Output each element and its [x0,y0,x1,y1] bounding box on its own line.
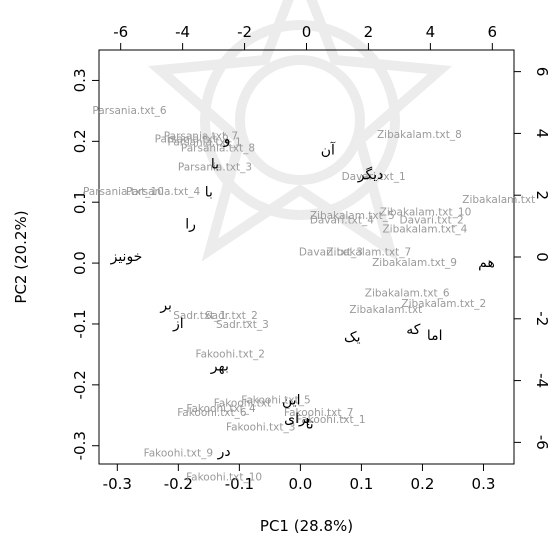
document-label: Parsania.txt_3 [178,162,252,174]
word-label: دیگر [357,166,384,183]
document-label: Fakoohi.txt_1 [296,414,365,426]
document-label: Fakoohi.txt_10 [186,471,262,483]
right-tick-label: 0 [533,252,551,262]
word-label: هم [478,255,495,271]
document-label: Parsania.txt_8 [181,143,255,155]
y-tick-label: 0.2 [71,129,89,153]
x-tick-label: -0.3 [103,475,132,493]
document-label: Fakoohi.txt_5 [241,395,310,407]
document-label: Zibakalam.txt [349,304,422,316]
document-label: Zibakalam.txt_5 [310,210,395,222]
x-tick-label: -0.1 [225,475,254,493]
x-tick-label: -0.2 [164,475,193,493]
word-label: را [185,217,196,233]
top-tick-label: -2 [237,23,252,41]
document-label: Parsania.txt_6 [92,105,167,117]
document-label: Sadr.txt_3 [216,319,269,331]
top-tick-label: 4 [426,23,436,41]
word-label: بهر [210,359,229,375]
word-label: یک [344,329,361,345]
y-axis-title: PC2 (20.2%) [12,210,30,303]
y-tick-label: 0.0 [71,251,89,275]
document-label: Sadr.txt_1 [173,310,226,322]
document-label: Parsania.txt_4 [126,186,201,198]
word-label: آن [321,141,336,158]
document-label: Davari.txt_1 [342,171,406,183]
document-label: Fakoohi.txt_2 [196,348,265,360]
document-label: Fakoohi.txt_4 [186,403,256,415]
right-tick-label: -6 [533,435,551,450]
word-label: این [282,393,300,409]
document-label: Zibakalam.txt_8 [377,129,462,141]
word-label: اما [427,328,443,344]
document-label: Sadr.txt_2 [205,310,258,322]
top-tick-label: 2 [364,23,374,41]
top-tick-label: -4 [175,23,190,41]
top-tick-label: 0 [302,23,312,41]
document-label: Zibakalam.txt_2 [401,298,486,310]
y-tick-label: -0.1 [71,309,89,338]
word-label: تا [305,416,313,432]
word-label: خونیز [110,249,143,265]
document-label: Fakoohi.txt_7 [284,407,353,419]
document-label: Fakoohi.txt_3 [226,421,295,433]
word-label: و [223,131,231,147]
right-tick-label: 2 [533,190,551,200]
document-label: Parsania.txt_7 [164,130,238,142]
document-label: Zibakalam.txt_4 [382,224,467,236]
document-label: Zibakalam.txt [462,194,535,206]
word-label: با [211,156,219,172]
x-tick-label: 0.3 [472,475,496,493]
word-label: برای [284,411,310,427]
document-label: Fakoohi.txt [214,398,271,410]
document-label: Parsania.txt_1 [167,137,241,149]
word-label: از [172,316,184,332]
y-tick-label: -0.3 [71,431,89,460]
document-label: Parsania.txt_9 [155,133,229,145]
document-label: Fakoohi.txt_9 [144,448,213,460]
document-label: Fakoohi.txt_6 [177,407,247,419]
right-tick-label: 6 [533,67,551,77]
document-labels: Parsania.txt_6Parsania.txt_7Parsania.txt… [83,105,535,484]
document-label: Zibakalam.txt_6 [365,288,450,300]
document-label: Davari.txt_2 [400,214,464,226]
x-tick-label: 0.0 [288,475,312,493]
y-tick-label: 0.1 [71,190,89,214]
right-tick-label: -4 [533,373,551,388]
word-label: بر [159,298,172,314]
top-tick-label: -6 [113,23,128,41]
top-tick-label: 6 [488,23,498,41]
x-tick-label: 0.1 [349,475,373,493]
document-label: Parsania.txt_10 [83,186,164,198]
right-tick-label: 4 [533,129,551,139]
document-label: Zibakalam.txt_7 [326,247,411,259]
word-label: در [217,444,231,460]
word-label: که [406,322,421,338]
x-axis-title: PC1 (28.8%) [260,517,353,535]
y-tick-label: 0.3 [71,69,89,93]
x-tick-label: 0.2 [411,475,435,493]
document-label: Davari.txt_3 [299,247,363,259]
y-tick-label: -0.2 [71,370,89,399]
document-label: Zibakalam.txt_10 [380,207,472,219]
right-tick-label: -2 [533,311,551,326]
document-label: Zibakalam.txt_9 [372,257,457,269]
word-label: با [205,184,213,200]
document-label: Davari.txt_4 [310,214,374,226]
